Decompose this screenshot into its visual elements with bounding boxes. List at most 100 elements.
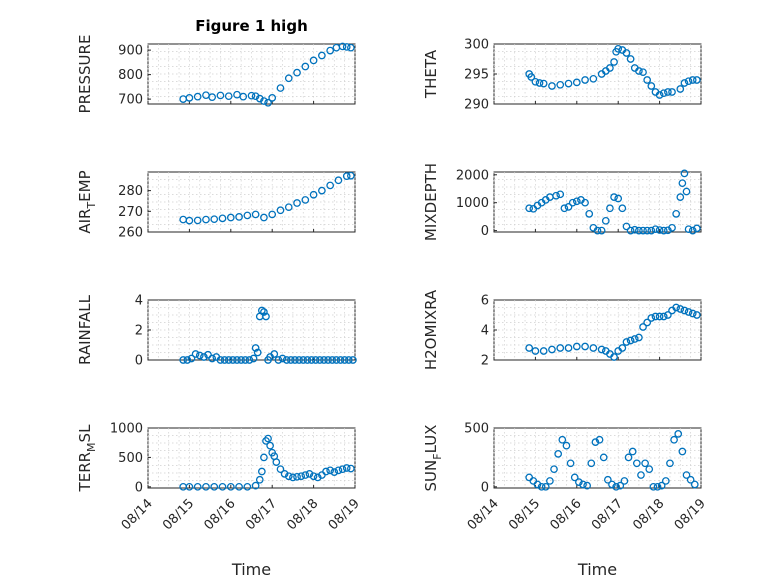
data-point <box>301 62 310 71</box>
data-point <box>693 224 701 233</box>
y-tick-label: 280 <box>118 184 143 199</box>
data-point <box>202 215 210 224</box>
data-point <box>597 345 606 354</box>
data-point <box>581 76 589 84</box>
data-point <box>251 481 260 490</box>
data-point <box>195 351 204 360</box>
data-point <box>262 437 270 445</box>
data-point <box>659 226 668 235</box>
data-point <box>340 356 349 364</box>
data-point <box>235 213 243 221</box>
data-point <box>682 187 691 196</box>
data-point <box>293 68 301 77</box>
data-point <box>264 98 272 107</box>
data-point <box>185 216 194 225</box>
data-point <box>309 190 318 199</box>
data-point <box>593 226 602 235</box>
y-axis-label: THETA <box>422 49 440 99</box>
subplot-mixdepth: 0 1000 2000 MIXDEPTH <box>422 163 702 241</box>
data-point <box>179 356 188 364</box>
data-point <box>224 92 233 101</box>
y-tick-label: 4 <box>135 294 143 309</box>
data-point <box>659 89 668 98</box>
y-tick-label: 900 <box>118 44 143 59</box>
y-tick-label: 0 <box>135 480 143 495</box>
data-point <box>266 441 274 450</box>
data-point <box>643 76 652 84</box>
data-point <box>322 467 330 476</box>
data-point <box>324 356 332 364</box>
y-axis-label: TERRMSL <box>76 424 98 493</box>
data-point <box>626 336 635 345</box>
data-point <box>257 467 266 476</box>
data-point <box>226 482 235 491</box>
data-point <box>688 76 697 84</box>
data-point <box>344 356 353 364</box>
data-point <box>643 318 652 327</box>
data-point <box>208 93 217 101</box>
data-point <box>657 481 666 490</box>
data-point <box>260 97 268 105</box>
data-point <box>688 226 697 235</box>
data-point <box>628 447 637 456</box>
data-point <box>264 434 272 443</box>
data-point <box>303 356 312 364</box>
data-point <box>618 204 627 213</box>
data-point <box>235 482 243 491</box>
y-axis-label: RAINFALL <box>76 294 94 365</box>
data-point <box>618 344 627 352</box>
data-point <box>676 193 685 201</box>
data-point <box>614 194 623 203</box>
x-tick-label: 08/18 <box>630 496 667 533</box>
data-point <box>202 482 210 491</box>
data-point <box>647 226 656 235</box>
data-point <box>185 482 194 491</box>
data-point <box>334 466 343 475</box>
data-point <box>597 226 606 235</box>
data-point <box>572 78 581 87</box>
data-point <box>218 482 227 491</box>
data-point <box>251 344 260 352</box>
data-point <box>210 482 219 491</box>
x-tick-label: 08/17 <box>589 496 626 533</box>
data-point <box>579 480 587 489</box>
x-tick-label: 08/15 <box>160 496 197 533</box>
data-point <box>599 453 608 462</box>
data-point <box>208 354 217 363</box>
data-point <box>670 435 678 444</box>
data-point <box>632 459 641 468</box>
data-point <box>541 482 550 491</box>
data-point <box>334 176 343 185</box>
data-point <box>293 199 301 207</box>
data-point <box>218 214 227 223</box>
data-point <box>200 353 208 361</box>
data-point <box>320 356 328 364</box>
data-point <box>272 458 281 466</box>
data-point <box>183 356 192 364</box>
data-point <box>336 356 345 364</box>
data-point <box>280 470 289 478</box>
y-tick-label: 1000 <box>456 196 489 211</box>
y-tick-label: 0 <box>135 354 143 369</box>
data-point <box>647 82 656 90</box>
data-point <box>193 216 202 225</box>
data-point <box>233 356 241 364</box>
data-point <box>564 79 573 88</box>
data-point <box>289 473 297 482</box>
data-point <box>347 43 355 52</box>
data-point <box>204 350 212 359</box>
data-point <box>318 51 326 60</box>
data-point <box>678 179 687 188</box>
subplot-rainfall: 0 2 4 RAINFALL <box>76 294 357 369</box>
data-point <box>556 80 565 89</box>
y-tick-label: 260 <box>118 226 143 241</box>
data-point <box>191 350 200 358</box>
data-point <box>635 226 643 235</box>
data-point <box>668 88 676 96</box>
data-point <box>297 472 306 481</box>
x-tick-label: 08/16 <box>202 496 239 533</box>
data-point <box>224 356 233 364</box>
data-point <box>326 181 335 190</box>
data-point <box>666 459 674 468</box>
data-point <box>630 225 639 234</box>
